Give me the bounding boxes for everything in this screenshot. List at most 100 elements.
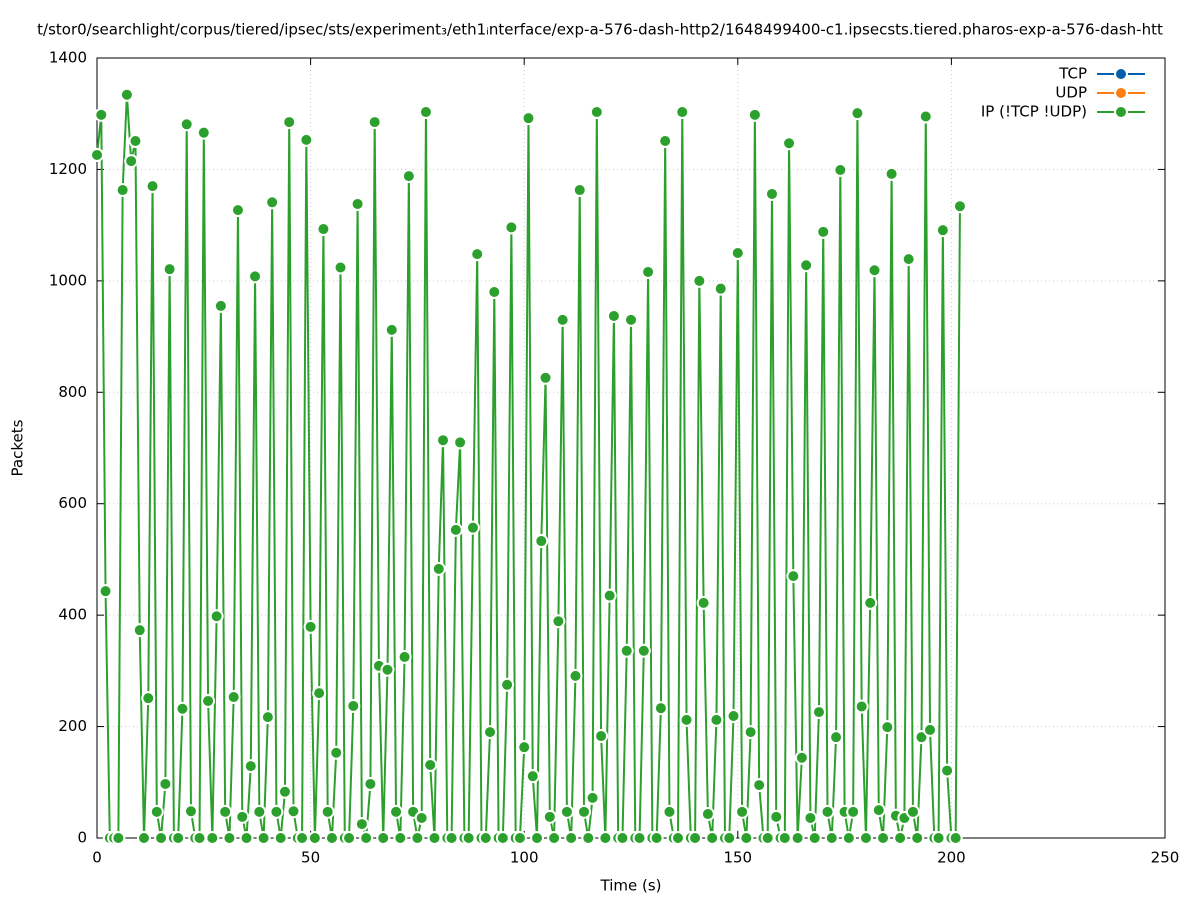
point [743, 725, 758, 740]
point [559, 804, 574, 819]
point [478, 831, 493, 845]
point [393, 831, 408, 845]
point [581, 831, 596, 845]
point [901, 252, 916, 267]
point [124, 154, 139, 169]
point [538, 370, 553, 385]
point [747, 107, 762, 122]
point [500, 677, 515, 692]
y-tick-label: 1400 [49, 49, 87, 67]
point [542, 809, 557, 824]
point [764, 186, 779, 201]
point [128, 134, 143, 149]
point [307, 831, 322, 845]
point [470, 247, 485, 262]
point [692, 273, 707, 288]
point [820, 804, 835, 819]
point [329, 745, 344, 760]
point [295, 831, 310, 845]
point [175, 701, 190, 716]
point [675, 105, 690, 120]
y-axis-label: Packets [9, 419, 27, 476]
point [504, 220, 519, 235]
point [777, 831, 792, 845]
point [790, 831, 805, 845]
point [547, 831, 562, 845]
point [739, 831, 754, 845]
point [641, 264, 656, 279]
y-tick-label: 0 [77, 829, 87, 847]
point [948, 831, 963, 845]
point [141, 691, 156, 706]
point [179, 117, 194, 132]
point [829, 730, 844, 745]
point [132, 623, 147, 638]
point [786, 569, 801, 584]
point [363, 776, 378, 791]
point [414, 810, 429, 825]
x-tick-label: 250 [1151, 849, 1180, 867]
point [346, 698, 361, 713]
point [226, 690, 241, 705]
point [218, 804, 233, 819]
point [303, 619, 318, 634]
point [350, 196, 365, 211]
point [577, 804, 592, 819]
point [696, 595, 711, 610]
x-tick-label: 50 [301, 849, 320, 867]
point [410, 831, 425, 845]
point [333, 260, 348, 275]
point [713, 281, 728, 296]
point [658, 134, 673, 149]
point [367, 115, 382, 130]
point [863, 595, 878, 610]
point [312, 686, 327, 701]
point [401, 169, 416, 184]
point [589, 105, 604, 120]
y-tick-label: 800 [58, 383, 87, 401]
point [145, 179, 160, 194]
point [606, 308, 621, 323]
point [94, 107, 109, 122]
point [730, 246, 745, 260]
point [876, 831, 891, 845]
point [256, 831, 271, 845]
point [726, 708, 741, 723]
point [662, 804, 677, 819]
point [427, 831, 442, 845]
point [380, 662, 395, 677]
legend-label: UDP [1055, 84, 1087, 102]
point [136, 831, 151, 845]
point [594, 729, 609, 744]
point [794, 750, 809, 765]
point [940, 763, 955, 778]
point [636, 643, 651, 658]
point [512, 831, 527, 845]
point [858, 831, 873, 845]
y-tick-label: 600 [58, 494, 87, 512]
point [841, 831, 856, 845]
point [935, 223, 950, 238]
point [525, 769, 540, 784]
point [342, 831, 357, 845]
y-tick-label: 1200 [49, 160, 87, 178]
point [389, 804, 404, 819]
point [423, 758, 438, 773]
point [269, 804, 284, 819]
point [585, 790, 600, 805]
point [624, 312, 638, 327]
point [952, 199, 967, 214]
point [568, 668, 583, 683]
point [534, 534, 549, 549]
point [615, 831, 630, 845]
point [880, 720, 895, 735]
point [923, 722, 938, 737]
point [760, 831, 775, 845]
y-tick-label: 200 [58, 717, 87, 735]
point [722, 831, 737, 845]
point [799, 258, 814, 273]
point [354, 817, 369, 832]
point [431, 561, 446, 576]
x-tick-label: 100 [510, 849, 539, 867]
point [752, 778, 767, 793]
